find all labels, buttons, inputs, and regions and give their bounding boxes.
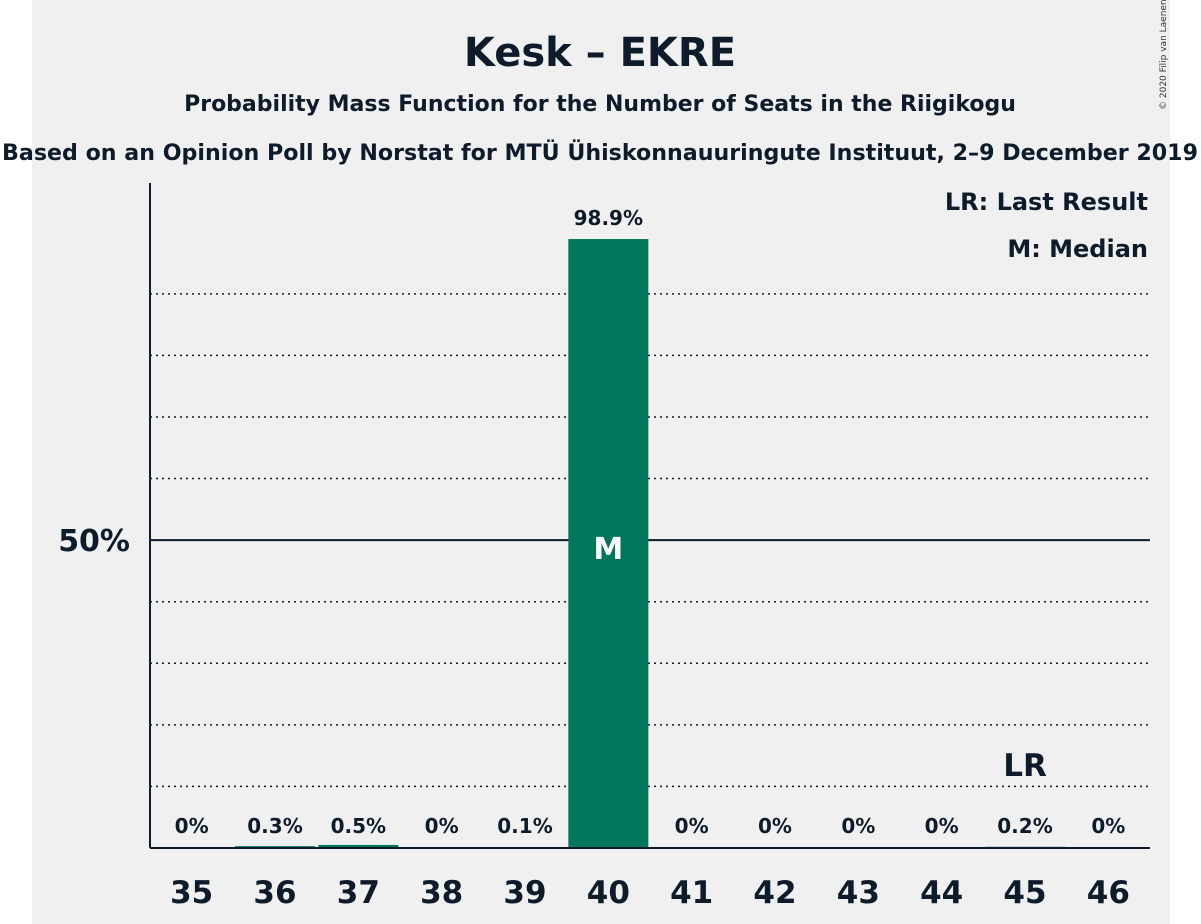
value-label-38: 0% [425, 814, 459, 838]
value-label-37: 0.5% [331, 814, 386, 838]
value-label-40: 98.9% [574, 206, 643, 230]
x-tick-label-41: 41 [670, 875, 713, 911]
x-tick-label-39: 39 [503, 875, 546, 911]
legend-last-result: LR: Last Result [945, 188, 1148, 216]
value-label-42: 0% [758, 814, 792, 838]
x-tick-label-43: 43 [837, 875, 880, 911]
value-label-45: 0.2% [997, 814, 1052, 838]
gridlines [150, 293, 1150, 788]
x-tick-label-36: 36 [253, 875, 296, 911]
y-axis-ticks: 50% [58, 524, 130, 559]
x-tick-label-44: 44 [920, 875, 963, 911]
value-label-39: 0.1% [497, 814, 552, 838]
median-marker: M [593, 532, 623, 567]
value-label-46: 0% [1091, 814, 1125, 838]
bar-40 [568, 239, 649, 848]
y-tick-label: 50% [58, 524, 130, 559]
x-tick-label-46: 46 [1087, 875, 1130, 911]
value-label-35: 0% [175, 814, 209, 838]
bar-37 [318, 844, 399, 848]
value-label-36: 0.3% [247, 814, 302, 838]
chart-source-note: Based on an Opinion Poll by Norstat for … [2, 140, 1198, 166]
x-tick-label-42: 42 [753, 875, 796, 911]
bars [235, 239, 1065, 848]
x-tick-label-37: 37 [337, 875, 380, 911]
x-tick-label-38: 38 [420, 875, 463, 911]
legend-median: M: Median [1007, 235, 1148, 263]
value-label-41: 0% [675, 814, 709, 838]
value-label-43: 0% [841, 814, 875, 838]
x-tick-label-45: 45 [1003, 875, 1046, 911]
value-label-44: 0% [925, 814, 959, 838]
chart-title: Kesk – EKRE [464, 30, 736, 76]
value-labels: 0% 0.3% 0.5% 0% 0.1% 98.9% 0% 0% 0% 0% 0.2% 0% M LR [175, 206, 1126, 838]
copyright-note: © 2020 Filip van Laenen [1159, 0, 1169, 110]
x-tick-label-35: 35 [170, 875, 213, 911]
chart-subtitle: Probability Mass Function for the Number… [184, 92, 1016, 117]
x-tick-label-40: 40 [587, 875, 630, 911]
last-result-marker: LR [1003, 748, 1047, 784]
x-axis-ticks: 35 36 37 38 39 40 41 42 43 44 45 46 [170, 875, 1130, 911]
